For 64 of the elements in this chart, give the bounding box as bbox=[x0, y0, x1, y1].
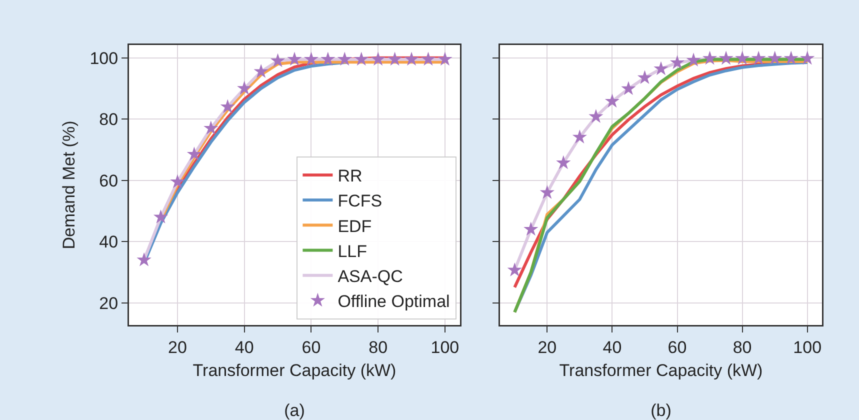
point bbox=[751, 50, 766, 65]
y-tick-label: 100 bbox=[90, 48, 118, 68]
point bbox=[304, 52, 319, 66]
point bbox=[186, 146, 202, 161]
point bbox=[153, 209, 168, 224]
point bbox=[686, 52, 701, 67]
point bbox=[287, 52, 302, 66]
y-tick-label: 40 bbox=[99, 232, 118, 252]
x-tick-label: 20 bbox=[168, 338, 187, 357]
text: (b) bbox=[650, 400, 672, 420]
point bbox=[800, 50, 815, 65]
x-tick-label: 20 bbox=[538, 338, 557, 357]
x-tick-label: 40 bbox=[234, 338, 254, 357]
point bbox=[204, 120, 218, 135]
y-tick-label: 80 bbox=[99, 110, 118, 130]
point bbox=[572, 130, 588, 144]
point bbox=[420, 52, 436, 66]
point bbox=[718, 50, 734, 65]
point bbox=[404, 52, 419, 66]
point bbox=[220, 99, 235, 114]
x-tick-label: 80 bbox=[368, 338, 388, 357]
text: (a) bbox=[284, 400, 305, 420]
point bbox=[670, 55, 685, 69]
point bbox=[337, 52, 352, 66]
point bbox=[254, 64, 268, 78]
point bbox=[507, 262, 522, 276]
x-tick-label: 40 bbox=[602, 338, 622, 357]
point bbox=[170, 174, 185, 188]
point bbox=[540, 184, 554, 199]
point bbox=[556, 155, 571, 170]
point bbox=[438, 52, 452, 66]
point bbox=[588, 108, 604, 123]
legend-label: Offline Optimal bbox=[338, 292, 450, 312]
point bbox=[637, 70, 652, 84]
legend-label: ASA-QC bbox=[338, 266, 403, 286]
legend-label: RR bbox=[338, 166, 362, 186]
point bbox=[621, 81, 636, 96]
legend-label: LLF bbox=[338, 242, 367, 261]
x-tick-label: 60 bbox=[302, 338, 321, 357]
x-axis-title: Transformer Capacity (kW) bbox=[559, 361, 763, 380]
point bbox=[654, 61, 668, 76]
point bbox=[320, 52, 336, 66]
point bbox=[354, 52, 369, 66]
y-tick-label: 60 bbox=[99, 171, 118, 190]
x-axis-title: Transformer Capacity (kW) bbox=[192, 361, 396, 380]
point bbox=[270, 53, 286, 68]
y-axis-title: Demand Met (%) bbox=[60, 120, 79, 250]
point bbox=[387, 52, 402, 66]
y-tick-label: 20 bbox=[99, 294, 118, 313]
point bbox=[784, 50, 798, 65]
x-tick-label: 100 bbox=[793, 338, 822, 357]
legend-label: EDF bbox=[338, 216, 372, 236]
point bbox=[604, 94, 620, 108]
point bbox=[734, 50, 750, 65]
point bbox=[237, 80, 252, 95]
point bbox=[524, 222, 538, 236]
point bbox=[768, 50, 782, 65]
point bbox=[370, 52, 386, 66]
x-tick-label: 100 bbox=[430, 338, 460, 357]
legend-label: FCFS bbox=[338, 192, 382, 211]
point bbox=[136, 252, 152, 266]
x-tick-label: 60 bbox=[668, 338, 687, 357]
point bbox=[702, 50, 718, 65]
x-tick-label: 80 bbox=[732, 338, 752, 357]
